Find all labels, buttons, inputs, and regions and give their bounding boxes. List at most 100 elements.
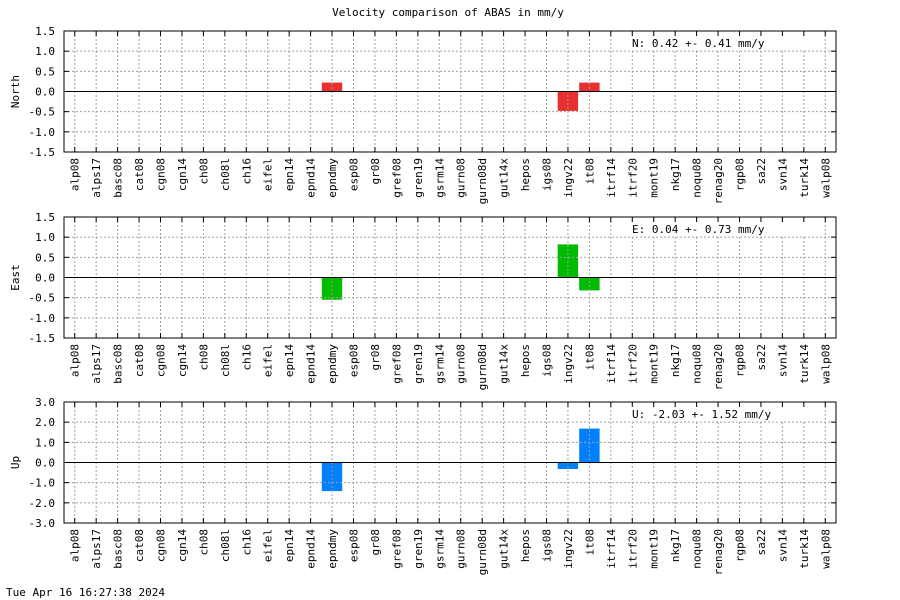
xtick-label-ingv22: ingv22 (562, 529, 575, 569)
xtick-label-gren19: gren19 (412, 158, 425, 198)
xtick-label-nkg17: nkg17 (669, 529, 682, 562)
xtick-label-walp08: walp08 (819, 529, 832, 569)
xtick-label-igs08: igs08 (541, 344, 554, 377)
ytick-label: 1.0 (35, 436, 55, 449)
ytick-label: 1.0 (35, 45, 55, 58)
xtick-label-ch08: ch08 (197, 158, 210, 185)
xtick-label-gut14x: gut14x (498, 158, 511, 198)
xtick-label-itrf20: itrf20 (626, 158, 639, 198)
bar-ingv22 (557, 462, 579, 469)
xtick-label-rgp08: rgp08 (734, 529, 747, 562)
xtick-label-ch08l: ch08l (219, 344, 232, 377)
ytick-label: -0.5 (29, 292, 56, 305)
xtick-label-mont19: mont19 (648, 529, 661, 569)
xtick-label-walp08: walp08 (819, 344, 832, 384)
xtick-label-cgn14: cgn14 (176, 158, 189, 191)
xtick-label-epn14: epn14 (283, 529, 296, 562)
xtick-label-eifel: eifel (262, 529, 275, 562)
xtick-label-gut14x: gut14x (498, 529, 511, 569)
xtick-label-itrf20: itrf20 (626, 344, 639, 384)
xtick-label-renag20: renag20 (712, 158, 725, 204)
xtick-label-itrf14: itrf14 (605, 529, 618, 569)
xtick-label-gr08: gr08 (369, 529, 382, 556)
ytick-label: -0.5 (29, 106, 56, 119)
annotation-bg (626, 222, 806, 236)
chart-title: Velocity comparison of ABAS in mm/y (332, 6, 564, 19)
xtick-label-ch16: ch16 (240, 344, 253, 371)
timestamp-footer: Tue Apr 16 16:27:38 2024 (6, 586, 165, 599)
xtick-label-svn14: svn14 (776, 529, 789, 562)
xtick-label-ch16: ch16 (240, 529, 253, 556)
xtick-label-it08: it08 (583, 529, 596, 556)
annotation-bg (626, 36, 806, 50)
bar-epndmy (321, 462, 343, 492)
xtick-label-noqu08: noqu08 (691, 344, 704, 384)
xtick-label-gref08: gref08 (390, 158, 403, 198)
xtick-label-epnd14: epnd14 (305, 529, 318, 569)
plot-frame (63, 30, 837, 153)
bar-ingv22 (557, 244, 579, 278)
ytick-label: 2.0 (35, 416, 55, 429)
ylabel-north: North (9, 75, 22, 108)
xtick-label-cgn08: cgn08 (155, 158, 168, 191)
annotation-bg (626, 407, 806, 421)
xtick-label-it08: it08 (583, 344, 596, 371)
xtick-label-igs08: igs08 (541, 529, 554, 562)
xtick-label-noqu08: noqu08 (691, 529, 704, 569)
xtick-label-epn14: epn14 (283, 344, 296, 377)
xtick-label-epn14: epn14 (283, 158, 296, 191)
xtick-label-alp08: alp08 (69, 158, 82, 191)
xtick-label-mont19: mont19 (648, 158, 661, 198)
ytick-label: -1.0 (29, 312, 56, 325)
bar-it08 (579, 277, 600, 291)
ylabel-east: East (9, 264, 22, 291)
xtick-label-basc08: basc08 (112, 529, 125, 569)
xtick-label-alps17: alps17 (90, 529, 103, 569)
xtick-label-gr08: gr08 (369, 344, 382, 371)
bar-epndmy (321, 277, 343, 300)
xtick-label-eifel: eifel (262, 344, 275, 377)
xtick-label-itrf20: itrf20 (626, 529, 639, 569)
xtick-label-gurn08: gurn08 (455, 158, 468, 198)
xtick-label-ch16: ch16 (240, 158, 253, 185)
plot-frame (63, 216, 837, 339)
xtick-label-itrf14: itrf14 (605, 344, 618, 384)
ytick-label: -1.5 (29, 332, 56, 345)
xtick-label-cgn14: cgn14 (176, 344, 189, 377)
xtick-label-ingv22: ingv22 (562, 344, 575, 384)
xtick-label-cat08: cat08 (133, 158, 146, 191)
ytick-label: -2.0 (29, 497, 56, 510)
xtick-label-mont19: mont19 (648, 344, 661, 384)
xtick-label-esp08: esp08 (348, 158, 361, 191)
xtick-label-nkg17: nkg17 (669, 158, 682, 191)
bar-it08 (579, 428, 600, 463)
xtick-label-sa22: sa22 (755, 158, 768, 185)
xtick-label-walp08: walp08 (819, 158, 832, 198)
xtick-label-alp08: alp08 (69, 529, 82, 562)
ylabel-up: Up (9, 456, 22, 469)
xtick-label-rgp08: rgp08 (734, 158, 747, 191)
annotation-up: U: -2.03 +- 1.52 mm/y (632, 408, 771, 421)
xtick-label-svn14: svn14 (776, 158, 789, 191)
panel-north: 1.5 1.0 0.5 0.0 -0.5 -1.0 -1.5 alp08 alps17 basc0… (9, 25, 837, 204)
ytick-label: 1.5 (35, 25, 55, 38)
xtick-label-gsrm14: gsrm14 (433, 158, 446, 198)
xtick-label-cgn08: cgn08 (155, 529, 168, 562)
xtick-label-epndmy: epndmy (326, 344, 339, 384)
xtick-label-basc08: basc08 (112, 158, 125, 198)
xtick-label-gurn08: gurn08 (455, 344, 468, 384)
xtick-label-gr08: gr08 (369, 158, 382, 185)
xtick-label-renag20: renag20 (712, 529, 725, 575)
xtick-label-gurn08d: gurn08d (476, 158, 489, 204)
ytick-label: -3.0 (29, 517, 56, 530)
xtick-label-gren19: gren19 (412, 344, 425, 384)
annotation-east: E: 0.04 +- 0.73 mm/y (632, 223, 765, 236)
xtick-label-svn14: svn14 (776, 344, 789, 377)
xtick-label-epndmy: epndmy (326, 529, 339, 569)
xtick-label-epnd14: epnd14 (305, 344, 318, 384)
ytick-label: 0.0 (35, 272, 55, 285)
xtick-label-gurn08: gurn08 (455, 529, 468, 569)
xtick-label-esp08: esp08 (348, 344, 361, 377)
ytick-label: -1.5 (29, 146, 56, 159)
